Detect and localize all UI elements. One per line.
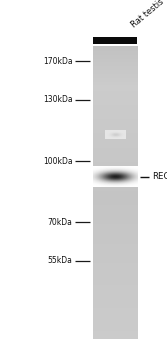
Text: REC8: REC8 <box>152 172 167 181</box>
Text: 170kDa: 170kDa <box>43 57 73 66</box>
Text: 100kDa: 100kDa <box>43 156 73 166</box>
Text: Rat testis: Rat testis <box>129 0 166 30</box>
Text: 130kDa: 130kDa <box>43 95 73 104</box>
Text: 70kDa: 70kDa <box>48 218 73 227</box>
Text: 55kDa: 55kDa <box>48 256 73 265</box>
Bar <box>93 37 137 44</box>
